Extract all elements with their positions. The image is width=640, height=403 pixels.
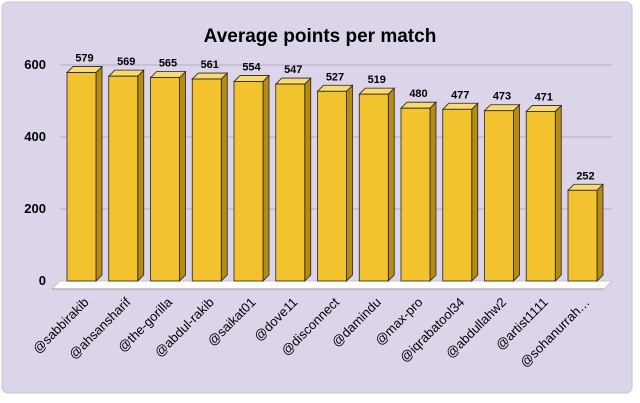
y-tick-label: 600 <box>24 57 46 72</box>
bar-front <box>567 189 598 282</box>
bar <box>525 104 563 282</box>
bar-front <box>275 83 306 282</box>
bar-front <box>233 81 264 282</box>
bar-side <box>554 104 562 282</box>
bar-top <box>107 69 145 77</box>
bar-top <box>483 104 521 112</box>
bar <box>441 102 479 282</box>
data-labels: 579 569 565 561 554 547 527 519 480 477 473 471 252 <box>75 53 594 183</box>
bar-side <box>262 74 270 282</box>
bar-side <box>95 65 103 282</box>
floor-plane <box>50 280 614 290</box>
bar-front <box>108 75 139 282</box>
bar-side <box>429 101 437 282</box>
data-label: 477 <box>451 89 469 101</box>
data-label: 554 <box>242 62 261 74</box>
data-label: 471 <box>535 91 553 103</box>
bar-side <box>346 84 353 282</box>
bar-side <box>387 87 395 282</box>
bar-side <box>304 77 312 282</box>
bar-top <box>191 72 229 80</box>
bar-front <box>317 90 347 282</box>
y-axis: 0 200 400 600 <box>24 57 46 288</box>
data-label: 569 <box>117 56 135 68</box>
bar-front <box>150 77 180 282</box>
bar-front <box>442 108 473 282</box>
bar-side <box>179 70 186 282</box>
bar-top <box>567 183 604 191</box>
bars <box>66 65 604 282</box>
bar-front <box>400 107 431 282</box>
bar-side <box>220 72 228 282</box>
bar-top <box>400 101 437 109</box>
bar-front <box>525 111 556 282</box>
data-label: 252 <box>576 170 594 182</box>
data-label: 547 <box>284 64 302 76</box>
y-tick-label: 200 <box>24 201 46 216</box>
bar-front <box>66 72 97 282</box>
data-label: 527 <box>326 71 344 83</box>
bar-side <box>513 103 520 282</box>
bar <box>358 87 396 282</box>
bar <box>66 65 103 282</box>
bar-side <box>596 183 604 282</box>
bar-front <box>484 110 514 282</box>
bar <box>567 183 604 282</box>
bar-front <box>358 93 389 282</box>
bar-top <box>66 66 103 73</box>
data-label: 561 <box>201 59 219 71</box>
y-tick-label: 400 <box>24 129 46 144</box>
chart-title: Average points per match <box>204 26 437 47</box>
data-label: 565 <box>159 58 177 70</box>
bar <box>274 77 312 282</box>
data-label: 579 <box>75 53 93 65</box>
bar-top <box>274 77 312 85</box>
bar-side <box>471 102 479 282</box>
data-label: 480 <box>409 88 427 100</box>
data-label: 473 <box>493 91 511 103</box>
bar <box>316 84 354 282</box>
bar-top <box>316 84 354 92</box>
y-tick-label: 0 <box>39 273 46 288</box>
data-label: 519 <box>368 74 386 86</box>
bar-top <box>233 75 270 82</box>
bar-top <box>441 102 479 110</box>
bar <box>149 70 187 282</box>
bar-top <box>525 105 563 112</box>
bar-top <box>358 87 396 95</box>
bar-front <box>191 78 222 282</box>
bar <box>400 101 437 282</box>
bar-top <box>149 71 187 78</box>
chart-floor <box>50 280 614 290</box>
bar <box>107 69 145 282</box>
bar-side <box>137 69 145 282</box>
bar <box>191 72 229 282</box>
bar <box>483 103 521 282</box>
bar <box>233 74 270 282</box>
